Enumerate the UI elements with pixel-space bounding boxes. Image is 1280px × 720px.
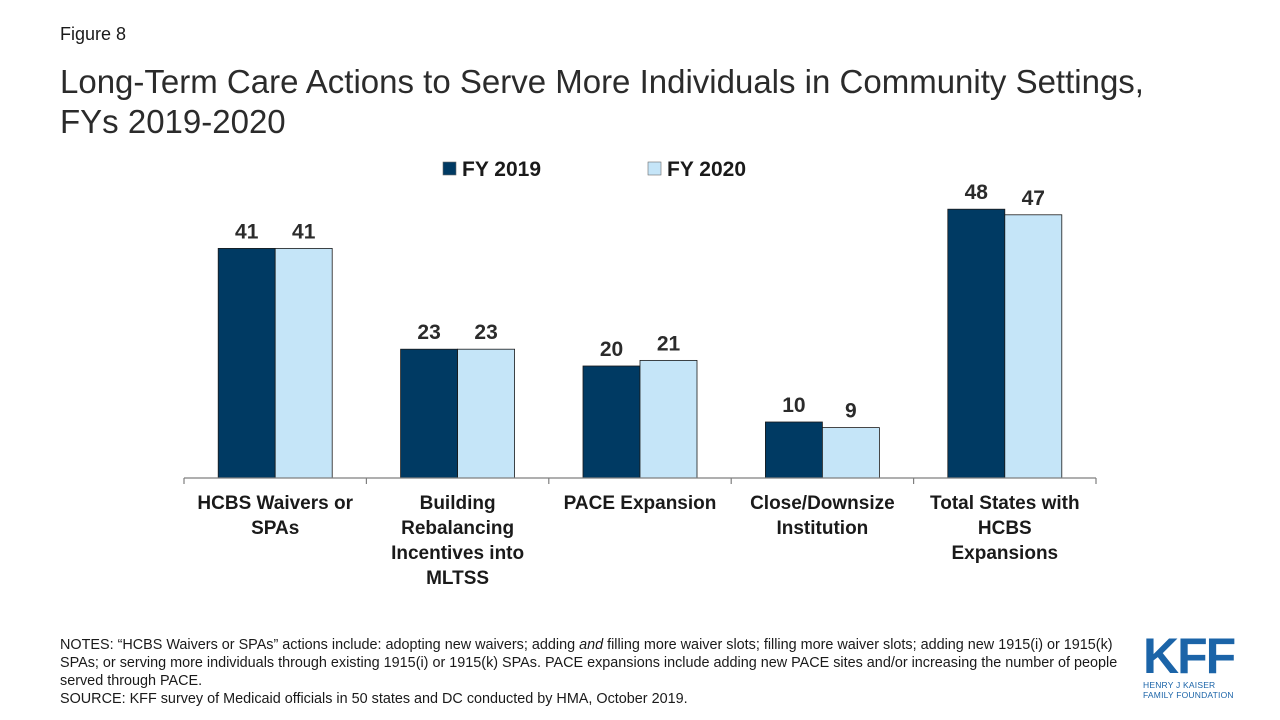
- category-label-5-line-3: Expansions: [951, 543, 1059, 564]
- category-label-1-line-2: SPAs: [251, 518, 300, 539]
- kff-logo: KFF HENRY J KAISER FAMILY FOUNDATION: [1143, 628, 1243, 700]
- data-label-4-series-2: 9: [845, 400, 857, 423]
- category-label-5: Total States with HCBS Expansions: [913, 491, 1097, 566]
- notes-prefix: NOTES: “HCBS Waivers or SPAs” actions in…: [60, 637, 580, 653]
- category-label-4-line-2: Institution: [776, 518, 869, 539]
- chart-title-line-1: Long-Term Care Actions to Serve More Ind…: [60, 63, 1144, 100]
- bar-5-series-2: [1004, 214, 1063, 479]
- legend-label-1: FY 2019: [462, 158, 541, 181]
- bar-chart: FY 2019 FY 2020 41 41 23 23 20 21 10 9 48 47: [183, 158, 1097, 484]
- figure-label: Figure 8: [60, 24, 127, 44]
- category-label-2-line-4: MLTSS: [426, 568, 490, 589]
- bar-4-series-2: [822, 427, 880, 479]
- data-label-3-series-2: 21: [657, 332, 681, 355]
- data-label-1-series-1: 41: [235, 220, 259, 243]
- category-label-2-line-3: Incentives into: [391, 543, 525, 564]
- legend-swatch-2: [647, 161, 662, 176]
- bar-1-series-2: [274, 247, 333, 479]
- bar-2-series-1: [400, 348, 459, 479]
- category-label-1: HCBS Waivers or SPAs: [183, 491, 367, 541]
- category-label-5-line-2: HCBS: [977, 518, 1032, 539]
- legend-label-2: FY 2020: [667, 158, 746, 181]
- data-label-5-series-1: 48: [965, 181, 989, 204]
- data-label-1-series-2: 41: [292, 220, 316, 243]
- category-label-2: Building Rebalancing Incentives into MLTSS: [366, 491, 550, 591]
- kff-logo-mark: KFF: [1143, 628, 1236, 684]
- notes-rest: filling more waiver slots; filling more …: [60, 637, 1118, 689]
- bar-1-series-1: [217, 247, 276, 479]
- notes-text: NOTES: “HCBS Waivers or SPAs” actions in…: [60, 636, 1140, 690]
- data-label-2-series-2: 23: [474, 321, 497, 344]
- bar-5-series-1: [947, 208, 1006, 479]
- data-label-5-series-2: 47: [1022, 187, 1045, 210]
- bar-2-series-2: [457, 348, 516, 479]
- bar-4-series-1: [765, 421, 823, 479]
- category-label-4-line-1: Close/Downsize: [750, 493, 895, 514]
- data-label-2-series-1: 23: [417, 321, 440, 344]
- data-label-4-series-1: 10: [782, 394, 805, 417]
- category-label-2-line-1: Building: [419, 493, 496, 514]
- category-label-5-line-1: Total States with: [930, 493, 1080, 514]
- kff-logo-line-2: FAMILY FOUNDATION: [1143, 690, 1234, 700]
- source-text: SOURCE: KFF survey of Medicaid officials…: [60, 691, 688, 707]
- category-label-2-line-2: Rebalancing: [401, 518, 515, 539]
- data-label-3-series-1: 20: [600, 338, 623, 361]
- notes-emphasis: and: [579, 637, 604, 653]
- chart-title-line-2: FYs 2019-2020: [60, 103, 286, 140]
- category-label-3: PACE Expansion: [548, 491, 732, 516]
- bar-3-series-1: [582, 365, 641, 479]
- legend-swatch-1: [442, 161, 457, 176]
- category-label-4: Close/Downsize Institution: [730, 491, 914, 541]
- bar-3-series-2: [639, 359, 698, 479]
- category-label-3-line-1: PACE Expansion: [563, 493, 717, 514]
- notes: NOTES: “HCBS Waivers or SPAs” actions in…: [60, 636, 1140, 708]
- kff-logo-line-1: HENRY J KAISER: [1143, 680, 1216, 690]
- category-label-1-line-1: HCBS Waivers or: [197, 493, 353, 514]
- chart-title: Long-Term Care Actions to Serve More Ind…: [60, 62, 1240, 142]
